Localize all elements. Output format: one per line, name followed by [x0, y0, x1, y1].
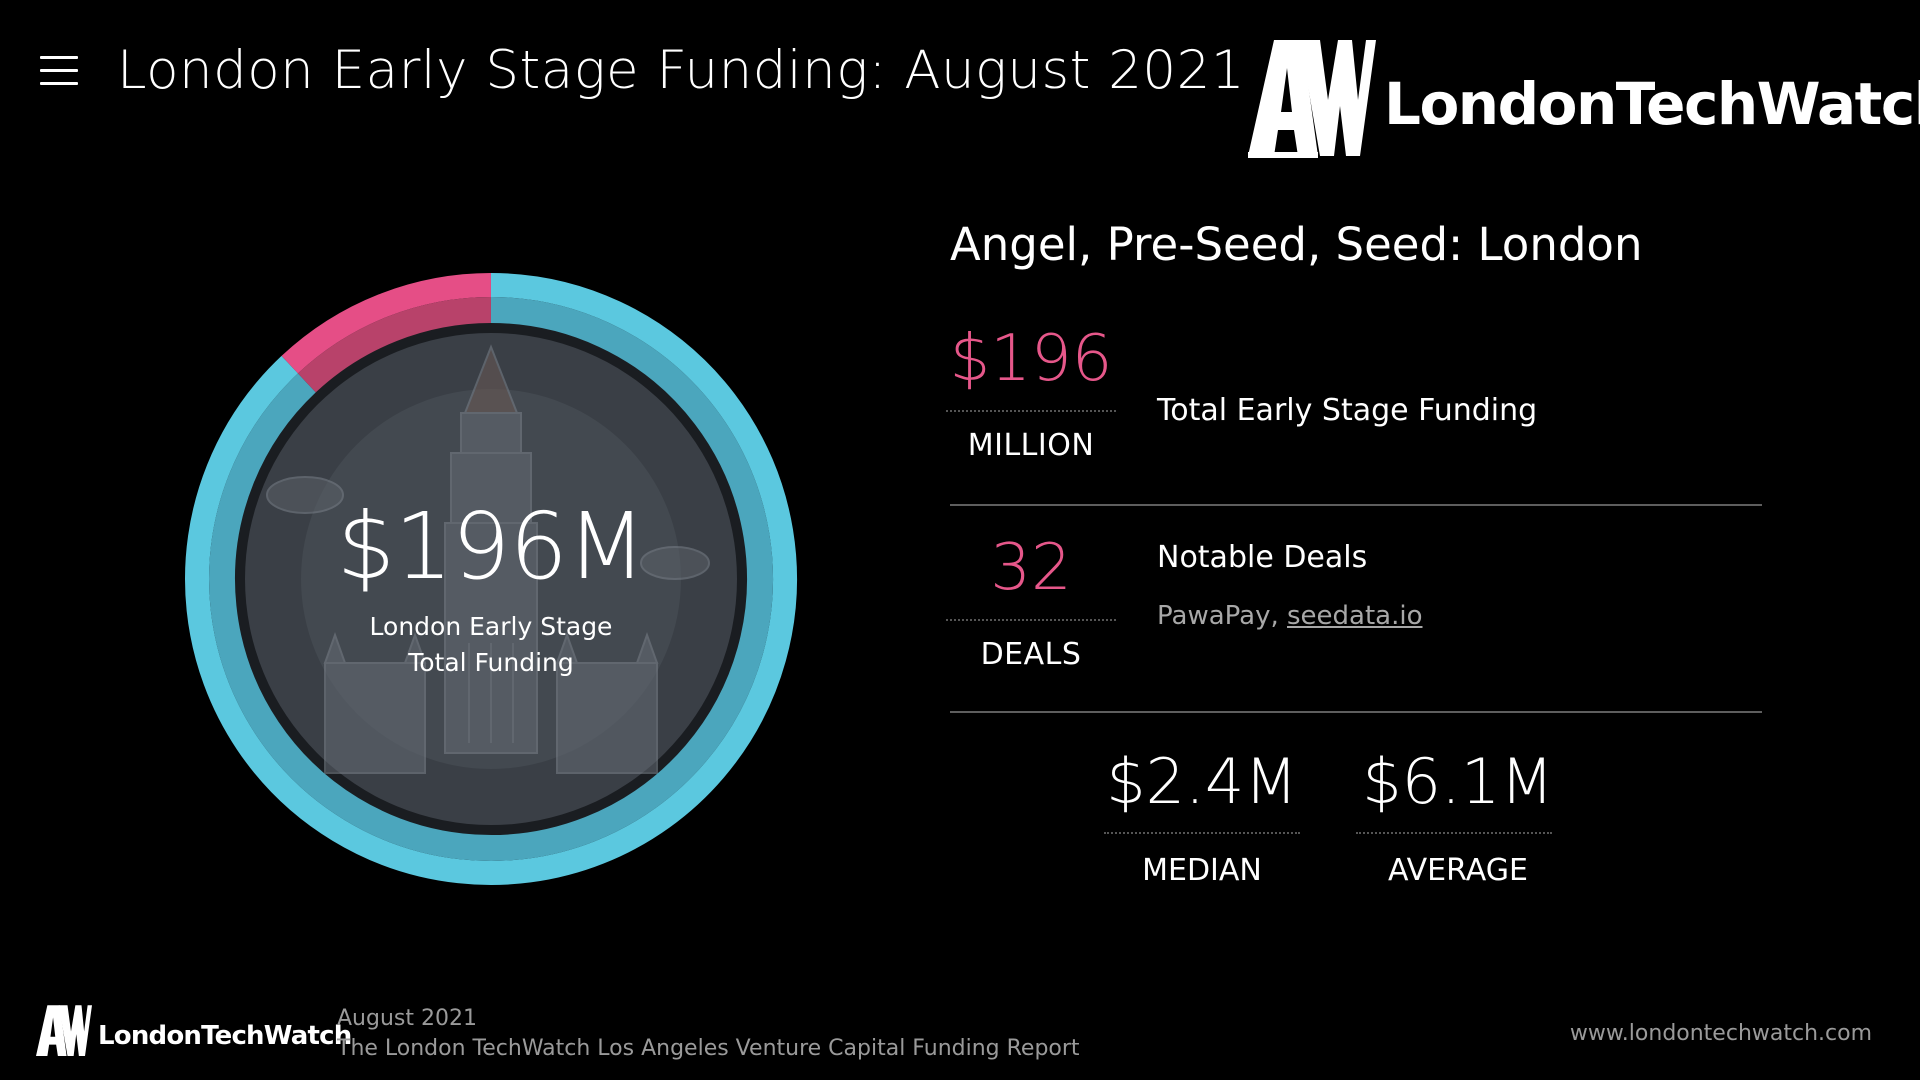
footer-brand-name: LondonTechWatch [98, 1021, 352, 1051]
deals-count-value: 32 [990, 531, 1072, 605]
median-value: $2.4M [1106, 745, 1298, 818]
median-separator [1104, 832, 1300, 834]
page-title: London Early Stage Funding: August 2021 [117, 40, 1246, 101]
footer-url-link[interactable]: www.londontechwatch.com [1569, 1021, 1872, 1046]
notable-deals-label: Notable Deals [1157, 540, 1368, 575]
median-label: MEDIAN [1142, 853, 1262, 888]
average-separator [1356, 832, 1552, 834]
donut-caption-line1: London Early Stage [369, 612, 613, 641]
donut-caption-line2: Total Funding [408, 648, 574, 677]
donut-total-value: $196M [336, 493, 647, 600]
donut-segment-highlight [281, 273, 492, 374]
deals-separator [946, 619, 1116, 621]
footer-date: August 2021 [337, 1006, 477, 1031]
deals-unit: DEALS [980, 637, 1082, 672]
funding-donut: $196M London Early Stage Total Funding [175, 263, 807, 895]
section-divider [950, 711, 1762, 713]
brand-name: LondonTechWatch [1384, 70, 1920, 138]
brand-logo[interactable]: LondonTechWatch [1248, 40, 1920, 160]
total-funding-unit: MILLION [967, 428, 1095, 463]
average-value: $6.1M [1362, 745, 1554, 818]
donut-inner-segment-highlight [297, 297, 492, 393]
total-funding-label: Total Early Stage Funding [1157, 393, 1538, 428]
notable-deal-pawapay: PawaPay, [1157, 601, 1287, 631]
hamburger-menu-icon[interactable] [40, 56, 78, 86]
section-heading: Angel, Pre-Seed, Seed: London [950, 218, 1643, 271]
footer-report-title: The London TechWatch Los Angeles Venture… [337, 1036, 1080, 1061]
footer-brand-logo[interactable]: LondonTechWatch [36, 1005, 352, 1065]
notable-deals-list: PawaPay, seedata.io [1157, 601, 1423, 631]
brand-mark-icon [1248, 40, 1376, 158]
donut-ring [185, 273, 797, 885]
total-separator [946, 410, 1116, 412]
section-divider [950, 504, 1762, 506]
donut-inner-segment-main [209, 297, 773, 861]
donut-segment-main [185, 273, 797, 885]
big-ben-illustration [266, 344, 710, 774]
notable-deal-link[interactable]: seedata.io [1287, 601, 1423, 631]
total-funding-value: $196 [949, 322, 1113, 396]
footer-brand-mark-icon [36, 1005, 92, 1056]
donut-caption: London Early Stage Total Funding [175, 609, 807, 681]
average-label: AVERAGE [1388, 853, 1528, 888]
donut-chart [185, 273, 797, 885]
